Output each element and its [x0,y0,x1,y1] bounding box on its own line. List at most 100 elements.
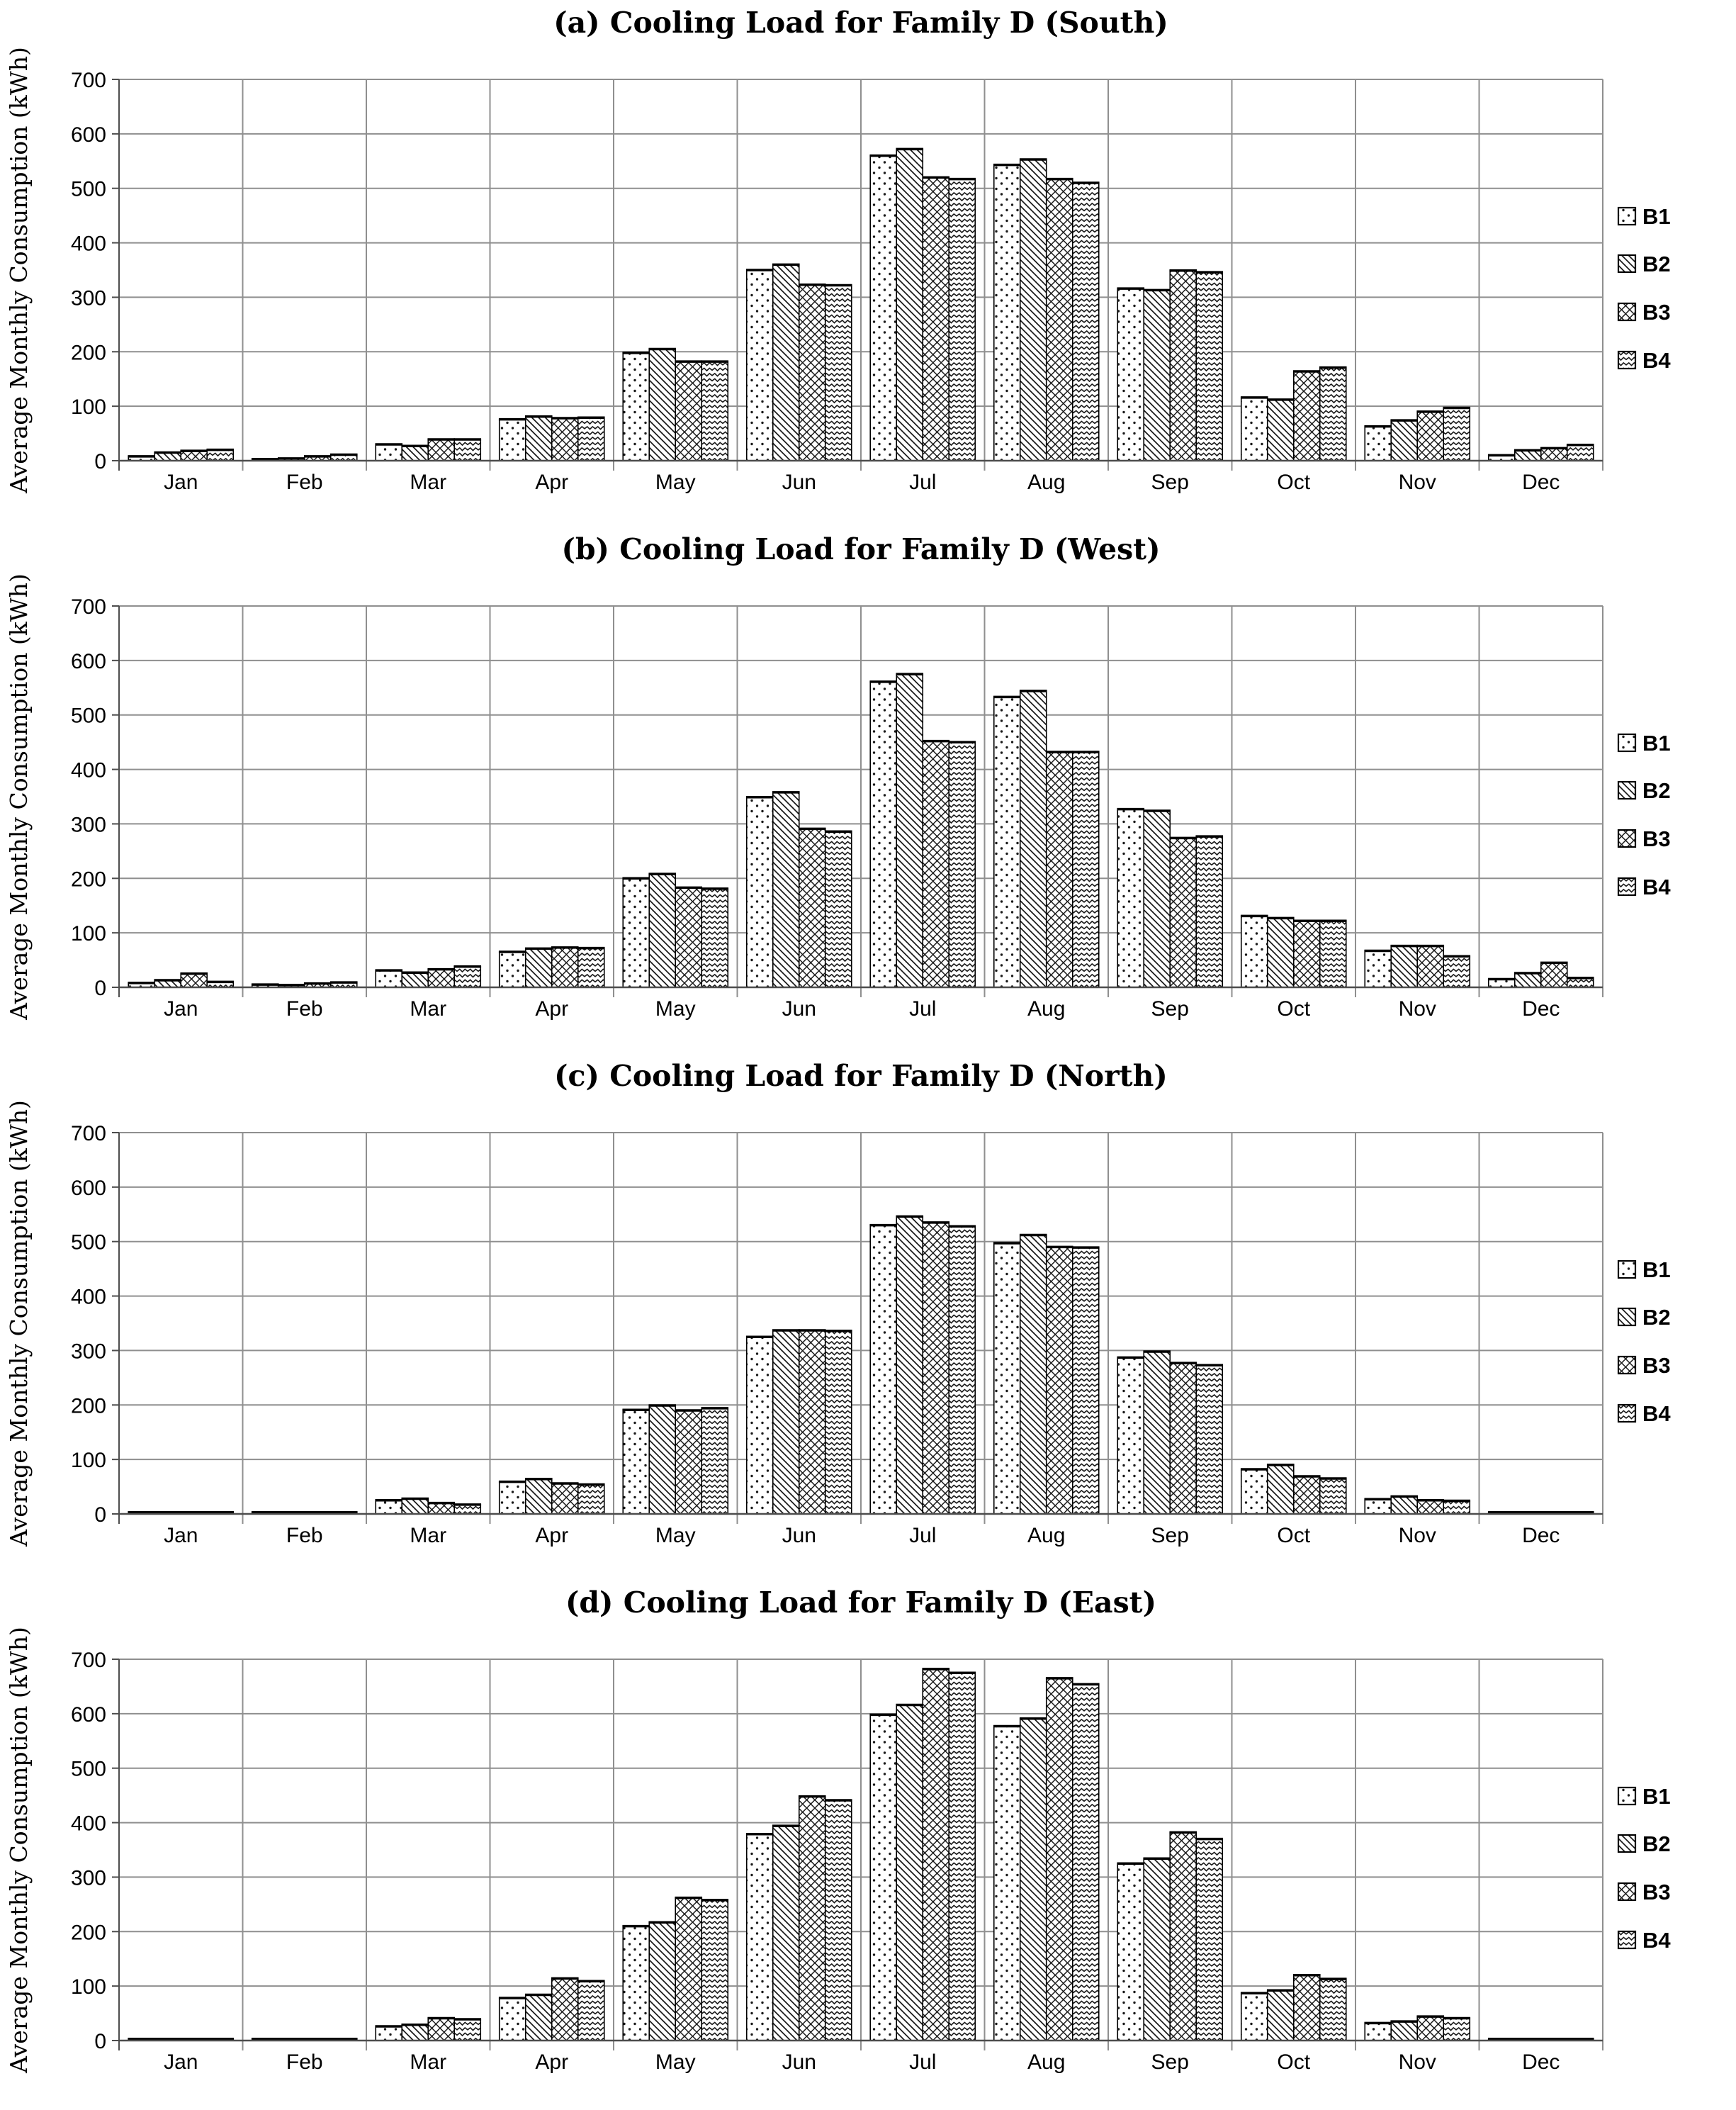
legend-label-B1: B1 [1642,204,1671,229]
bar-b-Jun-B4 [824,831,852,988]
bar-c-Sep-B3 [1169,1362,1197,1515]
bar-a-Dec-B4 [1566,444,1594,461]
bar-b-Dec-B2 [1514,972,1542,988]
bar-b-Mar-B2 [401,972,429,988]
bar-b-Nov-B1 [1364,950,1392,988]
x-tick-label-Apr: Apr [535,1524,568,1547]
bar-b-Mar-B1 [375,970,403,988]
y-tick-label: 300 [71,1340,106,1363]
bar-a-Aug-B3 [1045,178,1073,461]
bar-c-Mar-B2 [401,1498,429,1515]
x-tick-label-Jan: Jan [164,471,198,494]
bar-d-Nov-B2 [1390,2021,1419,2041]
x-tick-label-Apr: Apr [535,471,568,494]
y-tick-label: 0 [94,2030,106,2053]
bar-b-Apr-B1 [498,951,526,988]
bar-c-Mar-B4 [453,1504,482,1515]
bar-d-Jul-B3 [922,1668,950,2041]
bar-c-Nov-B2 [1390,1495,1419,1515]
bar-b-May-B2 [648,873,677,988]
bar-c-Apr-B4 [577,1483,605,1515]
bar-a-Mar-B4 [453,439,482,461]
y-tick-label: 200 [71,341,106,364]
bar-a-Jan-B4 [206,449,235,461]
bar-a-Jan-B3 [180,450,208,461]
bar-d-Aug-B3 [1045,1678,1073,2041]
bar-d-Mar-B3 [427,2017,456,2041]
bar-b-Aug-B2 [1019,690,1047,988]
legend-swatch-B3-diagonal-crosshatch [1617,829,1637,848]
x-tick-label-Jun: Jun [782,471,816,494]
x-tick-label-Mar: Mar [410,471,446,494]
x-tick-label-Jun: Jun [782,2050,816,2074]
bar-b-Aug-B1 [993,696,1021,988]
x-tick-label-Jan: Jan [164,1524,198,1547]
y-tick-label: 100 [71,1975,106,1999]
bar-a-Nov-B2 [1390,420,1419,461]
bar-a-Dec-B3 [1540,447,1568,461]
bar-b-Jan-B3 [180,972,208,988]
bar-c-Nov-B4 [1443,1500,1471,1515]
bar-b-Jun-B3 [798,828,826,988]
y-tick-label: 500 [71,705,106,728]
x-tick-label-Aug: Aug [1027,2050,1065,2074]
y-tick-label: 500 [71,178,106,201]
bar-b-Apr-B4 [577,947,605,988]
bar-d-Aug-B2 [1019,1717,1047,2041]
x-tick-label-Feb: Feb [286,2050,323,2074]
chart-d-title: (d) Cooling Load for Family D (East) [565,1586,1156,1620]
x-tick-label-Sep: Sep [1151,2050,1189,2074]
legend-swatch-B2-diagonal-lines [1617,1834,1637,1853]
bar-c-Mar-B1 [375,1499,403,1515]
bar-a-Aug-B1 [993,164,1021,461]
y-tick-label: 700 [71,1122,106,1145]
bar-a-Sep-B3 [1169,269,1197,461]
bar-d-Apr-B3 [551,1977,579,2041]
bar-a-Jul-B2 [896,148,924,461]
x-tick-label-Jul: Jul [909,997,936,1021]
bar-c-Sep-B1 [1117,1357,1145,1515]
x-tick-label-Apr: Apr [535,2050,568,2074]
y-tick-label: 600 [71,650,106,673]
legend-label-B2: B2 [1642,778,1671,803]
bar-c-Jul-B2 [896,1216,924,1515]
bar-d-Jul-B1 [869,1714,898,2041]
bar-a-Oct-B1 [1240,397,1268,461]
bar-b-Apr-B3 [551,947,579,988]
bar-d-Nov-B1 [1364,2022,1392,2041]
y-tick-label: 600 [71,123,106,147]
bar-b-Aug-B4 [1071,751,1100,988]
bar-c-Sep-B4 [1195,1364,1224,1515]
bar-a-Sep-B2 [1143,289,1171,461]
x-tick-label-Feb: Feb [286,1524,323,1547]
legend-swatch-B1-dots [1617,1259,1637,1279]
bar-b-Jul-B2 [896,673,924,988]
bar-b-May-B3 [675,887,703,988]
bar-b-Oct-B1 [1240,915,1268,988]
bar-a-Jul-B3 [922,176,950,461]
y-axis-title: Average Monthly Consumption (kWh) [5,1100,33,1547]
bar-d-Mar-B2 [401,2024,429,2041]
bar-b-Nov-B4 [1443,955,1471,988]
x-tick-label-Dec: Dec [1522,2050,1560,2074]
bar-d-Oct-B3 [1292,1974,1321,2041]
x-tick-label-Jan: Jan [164,997,198,1021]
x-tick-label-Dec: Dec [1522,471,1560,494]
x-tick-label-Oct: Oct [1277,2050,1310,2074]
y-tick-label: 600 [71,1177,106,1200]
bar-c-May-B3 [675,1410,703,1515]
legend-label-B4: B4 [1642,875,1671,899]
legend-label-B3: B3 [1642,826,1671,851]
y-tick-label: 600 [71,1703,106,1727]
x-tick-label-Oct: Oct [1277,471,1310,494]
bar-a-May-B2 [648,348,677,461]
bar-c-Apr-B1 [498,1481,526,1515]
bar-d-May-B3 [675,1897,703,2041]
x-tick-label-Mar: Mar [410,1524,446,1547]
bar-b-Dec-B3 [1540,962,1568,988]
chart-b-block: (b) Cooling Load for Family D (West) 0 100… [0,527,1736,1053]
bar-d-May-B4 [701,1899,729,2041]
x-tick-label-Jun: Jun [782,1524,816,1547]
x-tick-label-Jun: Jun [782,997,816,1021]
bar-b-Nov-B3 [1416,945,1445,988]
